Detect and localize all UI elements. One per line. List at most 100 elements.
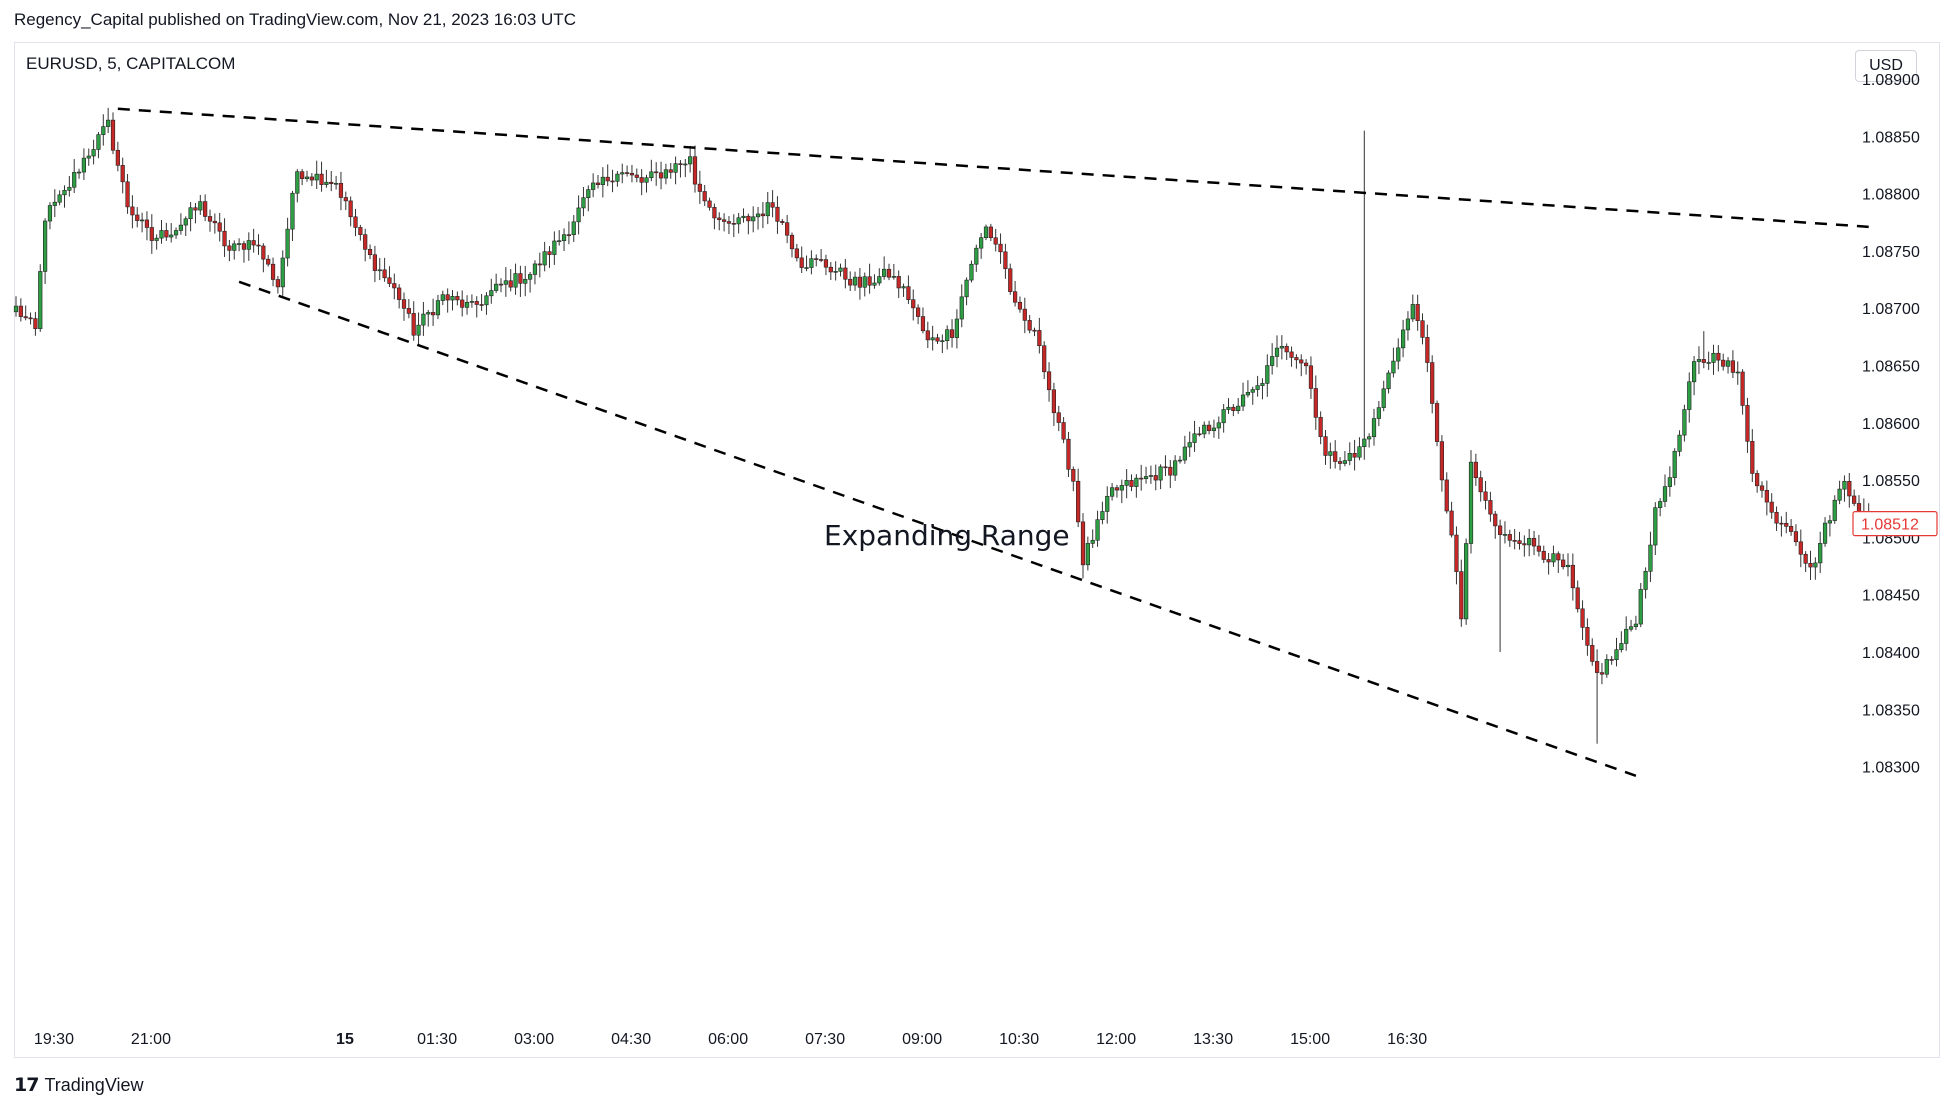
candle-up bbox=[930, 337, 935, 341]
candle-up bbox=[1827, 520, 1832, 524]
candle-up bbox=[47, 205, 53, 222]
candle-up bbox=[1328, 451, 1333, 456]
candle-up bbox=[1279, 346, 1284, 349]
annotation-label[interactable]: Expanding Range bbox=[824, 519, 1070, 552]
candle-down bbox=[1517, 540, 1522, 544]
candle-down bbox=[1080, 521, 1086, 566]
trendline-upper[interactable] bbox=[117, 107, 1869, 229]
candle-up bbox=[673, 163, 678, 173]
candle-up bbox=[1221, 409, 1226, 424]
candle-down bbox=[547, 251, 552, 255]
candle-down bbox=[867, 276, 872, 286]
candle-down bbox=[397, 287, 402, 300]
candle-down bbox=[775, 206, 780, 222]
tradingview-logo-icon: 𝟭𝟳 bbox=[14, 1075, 39, 1096]
candle-down bbox=[367, 249, 373, 256]
candle-up bbox=[891, 276, 896, 278]
candle-down bbox=[1755, 473, 1760, 487]
candle-down bbox=[18, 305, 23, 317]
candle-down bbox=[1541, 550, 1546, 560]
candle-down bbox=[886, 268, 892, 278]
x-tick-label: 13:30 bbox=[1193, 1031, 1233, 1048]
candle-up bbox=[1367, 436, 1372, 440]
candle-up bbox=[416, 324, 421, 336]
candle-up bbox=[1202, 424, 1207, 435]
candle-up bbox=[1177, 459, 1183, 462]
candle-down bbox=[1076, 480, 1081, 523]
last-price-label: 1.08512 bbox=[1861, 517, 1919, 534]
candle-up bbox=[649, 171, 654, 179]
candle-down bbox=[697, 183, 702, 192]
candle-down bbox=[1304, 362, 1309, 367]
candle-up bbox=[804, 267, 809, 269]
candle-up bbox=[751, 216, 756, 222]
candle-up bbox=[81, 157, 86, 173]
candle-up bbox=[1813, 562, 1818, 568]
y-tick-label: 1.08800 bbox=[1862, 187, 1920, 204]
candle-down bbox=[460, 299, 465, 308]
candle-down bbox=[721, 219, 727, 222]
candle-up bbox=[833, 271, 838, 273]
candle-up bbox=[1658, 501, 1663, 509]
candle-up bbox=[1216, 422, 1221, 429]
candle-down bbox=[654, 171, 659, 174]
candle-up bbox=[314, 173, 319, 181]
candle-down bbox=[1308, 365, 1314, 389]
candle-down bbox=[1701, 359, 1706, 363]
candle-up bbox=[1187, 442, 1192, 448]
candle-down bbox=[1536, 545, 1541, 552]
candle-down bbox=[1856, 503, 1862, 513]
candle-up bbox=[1211, 427, 1217, 432]
candle-down bbox=[1352, 453, 1357, 458]
candle-down bbox=[1197, 433, 1202, 436]
candle-up bbox=[1381, 388, 1386, 408]
candle-up bbox=[755, 213, 761, 218]
candle-up bbox=[86, 155, 91, 159]
candle-up bbox=[169, 234, 174, 238]
candle-down bbox=[896, 276, 901, 289]
candle-up bbox=[76, 171, 82, 174]
candle-up bbox=[838, 267, 843, 272]
candle-up bbox=[421, 313, 426, 326]
candle-up bbox=[1614, 649, 1619, 661]
currency-button[interactable]: USD bbox=[1855, 50, 1917, 82]
candle-down bbox=[266, 258, 271, 265]
candle-up bbox=[285, 228, 290, 259]
candle-up bbox=[435, 300, 441, 316]
candle-down bbox=[717, 217, 722, 221]
candle-down bbox=[746, 215, 751, 222]
candle-up bbox=[1255, 385, 1260, 390]
candle-down bbox=[508, 280, 513, 288]
candle-down bbox=[988, 226, 993, 239]
candle-up bbox=[877, 276, 882, 284]
last-price-tag bbox=[1852, 511, 1938, 537]
candle-up bbox=[688, 156, 693, 165]
candle-down bbox=[1420, 320, 1425, 338]
candle-down bbox=[1493, 513, 1498, 527]
candle-down bbox=[217, 222, 222, 232]
candle-up bbox=[503, 280, 508, 285]
x-tick-label: 12:00 bbox=[1096, 1031, 1136, 1048]
candle-down bbox=[212, 220, 217, 224]
candle-up bbox=[1270, 356, 1275, 366]
candle-down bbox=[1740, 371, 1745, 406]
candle-up bbox=[1696, 359, 1702, 362]
candle-down bbox=[658, 172, 664, 179]
trendline-lower[interactable] bbox=[238, 280, 1637, 777]
candle-down bbox=[130, 206, 135, 216]
candle-down bbox=[678, 163, 683, 165]
candle-up bbox=[42, 220, 48, 272]
symbol-legend[interactable]: EURUSD, 5, CAPITALCOM bbox=[26, 54, 236, 73]
candle-up bbox=[52, 201, 57, 206]
candle-down bbox=[1730, 360, 1735, 373]
candle-down bbox=[789, 234, 795, 250]
candle-down bbox=[1808, 562, 1813, 568]
candle-down bbox=[1561, 559, 1566, 568]
candle-down bbox=[1114, 487, 1120, 491]
candle-down bbox=[949, 329, 955, 338]
x-tick-label: 16:30 bbox=[1387, 1031, 1427, 1048]
tradingview-brand[interactable]: 𝟭𝟳 TradingView bbox=[14, 1074, 144, 1097]
candle-up bbox=[1134, 477, 1139, 487]
candle-up bbox=[464, 301, 470, 308]
